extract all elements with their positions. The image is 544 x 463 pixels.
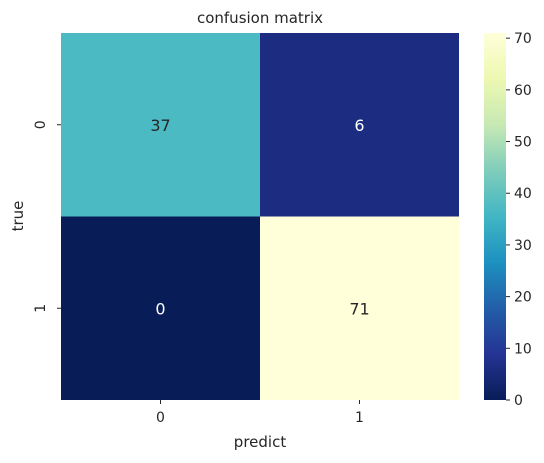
heatmap-cell	[260, 33, 459, 217]
heatmap-cells	[61, 33, 459, 400]
colorbar-tick-label: 0	[514, 393, 523, 409]
colorbar-tick-label: 10	[514, 341, 532, 357]
x-axis-label: predict	[234, 433, 287, 451]
cell-value-label: 71	[349, 299, 369, 318]
y-axis-ticks: 01	[33, 120, 61, 313]
heatmap-cell	[61, 33, 260, 217]
chart-title: confusion matrix	[197, 9, 323, 27]
heatmap-cell	[260, 216, 459, 400]
colorbar	[484, 33, 506, 400]
cell-value-label: 37	[150, 116, 170, 135]
cell-value-label: 6	[354, 116, 364, 135]
y-axis-label: true	[9, 201, 27, 232]
x-tick-label: 0	[156, 410, 165, 426]
colorbar-tick-label: 30	[514, 238, 532, 254]
colorbar-tick-label: 20	[514, 290, 532, 306]
y-tick-label: 1	[33, 304, 49, 313]
heatmap-cell	[61, 216, 260, 400]
colorbar-tick-label: 50	[514, 135, 532, 151]
heatmap-cell-labels: 37 6 0 71	[150, 116, 369, 319]
colorbar-tick-label: 70	[514, 31, 532, 47]
colorbar-tick-label: 60	[514, 83, 532, 99]
cell-value-label: 0	[155, 299, 165, 318]
colorbar-ticks: 0 10 20 30 40 50 60 70	[506, 31, 532, 409]
x-tick-label: 1	[355, 410, 364, 426]
colorbar-tick-label: 40	[514, 186, 532, 202]
y-tick-label: 0	[33, 120, 49, 129]
